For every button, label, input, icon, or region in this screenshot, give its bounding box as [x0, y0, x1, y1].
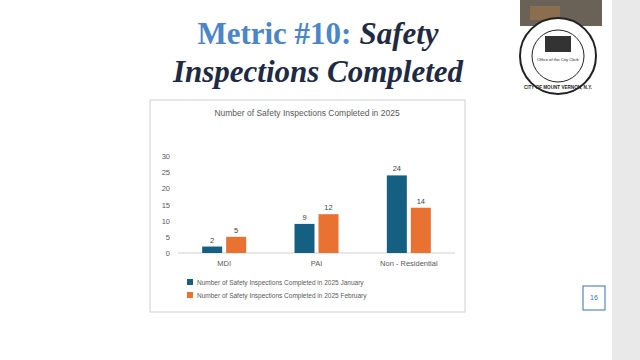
chart-frame — [150, 100, 465, 312]
data-label: 14 — [417, 197, 425, 206]
y-tick-label: 15 — [162, 201, 170, 210]
heading-text: Safety — [359, 16, 438, 51]
bar — [202, 247, 222, 253]
x-tick-label: Non - Residential — [380, 259, 438, 268]
heading-text: Inspections Completed — [172, 54, 464, 89]
page-number: 16 — [590, 294, 598, 301]
side-strip — [612, 0, 640, 360]
bar — [387, 175, 407, 253]
legend-swatch — [187, 279, 193, 285]
page: Metric #10:SafetyInspections Completed Of… — [0, 0, 640, 360]
y-tick — [176, 172, 178, 173]
logo-inner — [532, 30, 584, 82]
y-tick-label: 20 — [162, 184, 170, 193]
y-tick-label: 25 — [162, 168, 170, 177]
logo-building — [545, 36, 571, 52]
slide-heading-line: Metric #10:Safety — [197, 16, 438, 51]
page-number-box — [583, 286, 605, 310]
y-tick-label: 10 — [162, 217, 170, 226]
legend-swatch — [187, 292, 193, 298]
bar — [226, 237, 246, 253]
heading-prefix: Metric #10: — [197, 16, 351, 51]
legend-label: Number of Safety Inspections Completed i… — [197, 292, 367, 300]
y-tick — [176, 156, 178, 157]
bar — [319, 214, 339, 253]
x-tick-label: PAI — [311, 259, 323, 268]
legend-label: Number of Safety Inspections Completed i… — [197, 279, 364, 287]
bars — [202, 175, 431, 253]
chart-title: Number of Safety Inspections Completed i… — [214, 108, 399, 118]
data-label: 24 — [393, 164, 401, 173]
y-tick-label: 5 — [166, 233, 170, 242]
y-tick-label: 0 — [166, 249, 170, 258]
y-tick — [176, 253, 178, 254]
x-tick-label: MDI — [217, 259, 231, 268]
background — [0, 0, 640, 360]
y-tick — [176, 204, 178, 205]
logo-ring — [520, 18, 596, 94]
data-label: 2 — [210, 236, 214, 245]
y-tick — [176, 236, 178, 237]
y-tick — [176, 188, 178, 189]
logo-text: Office of the City Clerk — [537, 57, 580, 62]
logo-text: CITY OF MOUNT VERNON, N.Y. — [524, 85, 592, 90]
data-label: 9 — [302, 213, 306, 222]
bar — [411, 208, 431, 253]
data-label: 12 — [324, 203, 332, 212]
data-label: 5 — [234, 226, 238, 235]
bar — [295, 224, 315, 253]
y-tick-label: 30 — [162, 152, 170, 161]
y-tick — [176, 220, 178, 221]
